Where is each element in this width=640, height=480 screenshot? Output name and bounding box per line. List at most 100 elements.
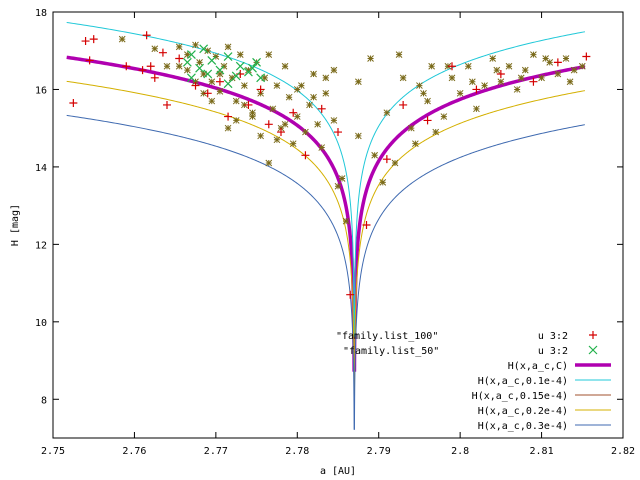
asterisk-point — [578, 62, 586, 70]
plus-point — [244, 100, 253, 109]
asterisk-point — [334, 182, 342, 190]
plus-point — [334, 128, 342, 137]
model-curves — [66, 21, 586, 430]
annotation-label: "family.list_100" — [336, 331, 438, 342]
asterisk-point — [293, 113, 301, 120]
asterisk-point — [265, 159, 273, 167]
plus-point — [146, 62, 155, 71]
cross-point — [252, 57, 261, 67]
y-tick-label: 14 — [35, 163, 47, 174]
asterisk-point — [530, 51, 537, 58]
annotations: "family.list_100" "family.list_50" — [336, 331, 439, 357]
cross-point — [187, 73, 196, 83]
asterisk-point — [412, 140, 419, 148]
y-tick-label: 16 — [35, 85, 47, 96]
asterisk-point — [456, 89, 464, 97]
asterisk-point — [330, 66, 338, 74]
plus-point — [362, 221, 371, 229]
asterisk-point — [395, 51, 403, 58]
cross-point — [223, 52, 233, 61]
asterisk-point — [224, 124, 232, 132]
asterisk-point — [216, 88, 224, 95]
plus-point — [289, 108, 298, 117]
annotation-label: "family.list_50" — [343, 346, 439, 357]
asterisk-point — [562, 55, 570, 62]
asterisk-point — [200, 70, 207, 78]
cross-point — [207, 55, 217, 65]
legend-label: H(x,a_c,0.2e-4) — [478, 406, 568, 417]
plus-point — [301, 151, 310, 160]
asterisk-point — [306, 101, 313, 109]
asterisk-point — [200, 89, 207, 97]
plus-point — [89, 35, 98, 44]
plus-point — [175, 54, 184, 63]
asterisk-point — [232, 117, 240, 124]
plus-point — [382, 155, 391, 164]
asterisk-point — [208, 97, 216, 105]
asterisk-point — [241, 82, 248, 89]
cross-point — [235, 61, 245, 71]
asterisk-point — [257, 132, 264, 140]
asterisk-point — [517, 74, 525, 82]
asterisk-point — [379, 179, 387, 186]
asterisk-point — [265, 51, 273, 58]
plus-point — [346, 290, 355, 299]
asterisk-point — [241, 101, 248, 109]
legend-label: u 3:2 — [538, 331, 568, 342]
asterisk-point — [355, 78, 362, 86]
asterisk-point — [383, 109, 391, 117]
cross-point — [231, 71, 241, 81]
legend-label: H(x,a_c,0.1e-4) — [478, 376, 568, 387]
cross-point — [588, 345, 598, 355]
x-tick-label: 2.79 — [367, 446, 391, 457]
asterisk-point — [293, 86, 301, 93]
curve-left — [66, 21, 355, 337]
asterisk-point — [281, 62, 289, 70]
y-axis-label: H [mag] — [10, 204, 21, 246]
y-tick-label: 12 — [35, 240, 47, 251]
legend-label: H(x,a_c,0.3e-4) — [478, 421, 568, 432]
data-points — [69, 31, 591, 299]
asterisk-point — [473, 105, 480, 113]
x-tick-label: 2.75 — [41, 446, 65, 457]
asterisk-point — [184, 66, 191, 74]
asterisk-point — [338, 175, 346, 182]
plot-frame — [52, 11, 624, 439]
legend: u 3:2 u 3:2 H(x,a_c,C) H(x,a_c,0.1e-4) H(x,a… — [472, 331, 611, 432]
asterisk-point — [236, 51, 244, 58]
asterisk-point — [163, 62, 171, 70]
asterisk-point — [538, 74, 545, 82]
cross-point — [203, 69, 213, 79]
asterisk-point — [444, 62, 452, 70]
asterisk-point — [249, 113, 256, 120]
asterisk-point — [420, 89, 427, 97]
x-tick-label: 2.76 — [122, 446, 146, 457]
asterisk-point — [184, 51, 191, 58]
cross-point — [223, 79, 233, 89]
asterisk-point — [204, 47, 212, 55]
asterisk-point — [355, 132, 362, 140]
asterisk-point — [269, 105, 277, 113]
plus-point — [138, 66, 147, 75]
curve-right — [353, 31, 585, 337]
asterisk-point — [273, 136, 281, 144]
asterisk-point — [570, 66, 578, 74]
cross-point — [199, 44, 209, 54]
x-tick-label: 2.81 — [530, 446, 554, 457]
x-tick-label: 2.82 — [611, 446, 635, 457]
y-tick-label: 18 — [35, 8, 47, 19]
plus-point — [85, 56, 94, 65]
asterisk-point — [391, 159, 399, 167]
cross-point — [256, 73, 266, 83]
cross-point — [195, 63, 204, 73]
plus-point — [122, 62, 131, 71]
asterisk-point — [318, 144, 326, 151]
asterisk-point — [566, 78, 574, 86]
plus-point — [317, 104, 326, 113]
asterisk-point — [554, 70, 562, 78]
plus-point — [553, 58, 562, 67]
plus-point — [150, 73, 159, 82]
asterisk-point — [273, 82, 281, 89]
plus-point — [472, 85, 481, 94]
